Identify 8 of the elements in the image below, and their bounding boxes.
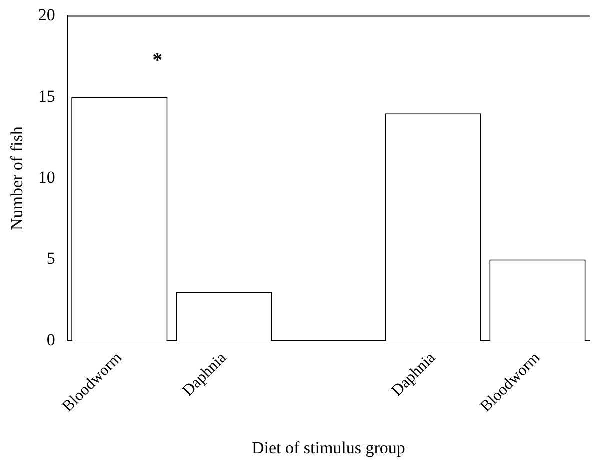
y-tick-label: 10 <box>38 168 56 188</box>
x-axis-title: Diet of stimulus group <box>252 438 406 458</box>
y-tick-label: 5 <box>46 249 56 268</box>
y-axis-title: Number of fish <box>8 126 27 231</box>
y-tick-label: 0 <box>46 330 56 350</box>
y-tick-label: 15 <box>38 86 56 106</box>
annotation: * <box>152 49 163 72</box>
y-tick-label: 20 <box>38 6 56 25</box>
